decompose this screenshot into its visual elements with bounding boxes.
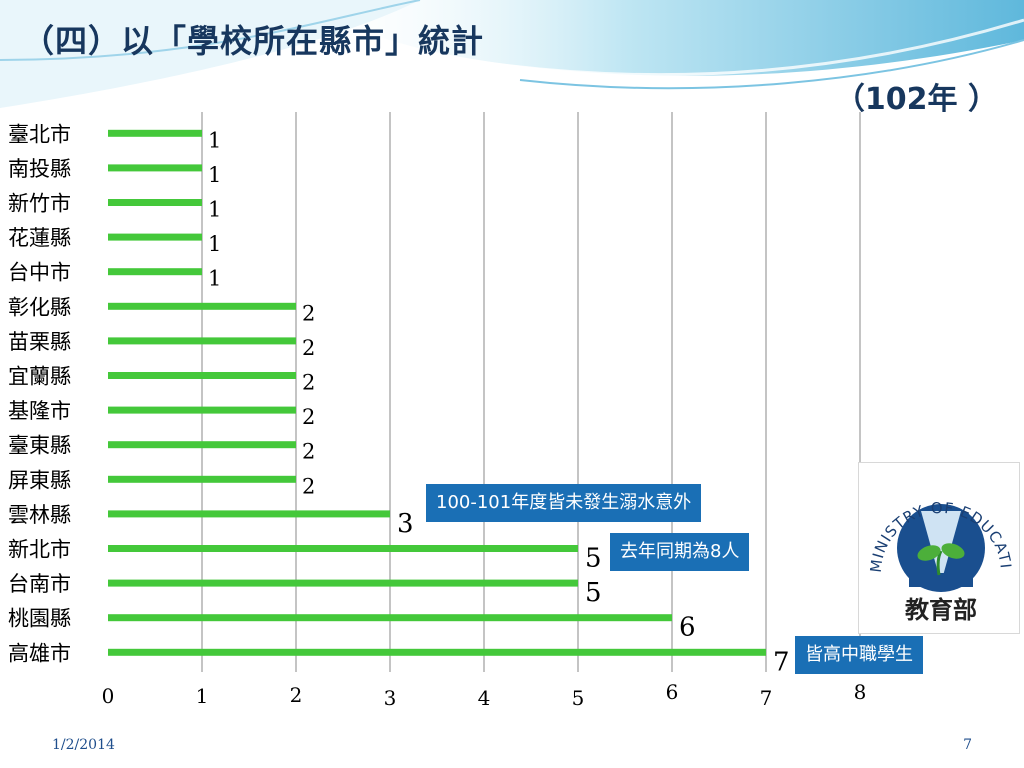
x-tick-label: 3 [384, 686, 397, 710]
x-tick-label: 1 [196, 684, 209, 708]
x-tick-label: 4 [478, 686, 491, 710]
category-label: 台南市 [8, 572, 71, 596]
category-label: 基隆市 [8, 399, 71, 423]
footer-page-number: 7 [963, 737, 972, 753]
category-label: 台中市 [8, 261, 71, 285]
data-label: 1 [208, 232, 221, 256]
category-label: 新竹市 [8, 192, 71, 216]
bar [108, 302, 296, 310]
data-label: 2 [302, 371, 315, 395]
bar [108, 337, 296, 345]
bar [108, 648, 766, 656]
slide-subtitle: （102年 ） [834, 82, 998, 117]
x-tick-label: 6 [666, 680, 679, 704]
data-label: 3 [397, 509, 414, 539]
callout-vocational-students: 皆高中職學生 [795, 636, 923, 674]
bar [108, 614, 672, 622]
header-swoosh [0, 0, 1024, 108]
category-label: 苗栗縣 [8, 330, 71, 354]
x-tick-label: 0 [102, 684, 115, 708]
category-label: 彰化縣 [8, 295, 71, 319]
ministry-of-education-logo: MINISTRY OF EDUCATION 教育部 [853, 449, 1020, 634]
data-label: 7 [773, 647, 790, 677]
data-label: 2 [302, 474, 315, 498]
category-label: 臺北市 [8, 122, 71, 146]
category-label: 新北市 [8, 538, 71, 562]
x-tick-label: 7 [760, 686, 773, 710]
data-label: 2 [302, 301, 315, 325]
category-label: 宜蘭縣 [8, 365, 71, 389]
data-label: 5 [585, 544, 602, 574]
data-label: 6 [679, 613, 696, 643]
data-label: 2 [302, 405, 315, 429]
callout-no-drowning: 100-101年度皆未發生溺水意外 [426, 484, 702, 522]
bar [108, 233, 202, 241]
bar [108, 372, 296, 379]
data-label: 2 [302, 336, 315, 360]
x-tick-label: 2 [290, 683, 303, 707]
data-label: 1 [208, 267, 221, 291]
data-label: 1 [208, 163, 221, 187]
category-label: 南投縣 [8, 157, 71, 181]
x-tick-label: 5 [572, 686, 585, 710]
bar [108, 199, 202, 206]
data-label: 1 [208, 198, 221, 222]
bar [108, 579, 578, 587]
bar [108, 129, 202, 137]
category-label: 雲林縣 [8, 503, 71, 527]
data-label: 2 [302, 440, 315, 464]
data-label: 5 [585, 578, 602, 608]
bar [108, 441, 296, 449]
category-label: 屏東縣 [8, 468, 71, 492]
category-label: 高雄市 [8, 641, 71, 665]
slide-title: （四）以「學校所在縣市」統計 [22, 22, 485, 60]
bar [108, 475, 296, 483]
bar [108, 545, 578, 552]
logo-caption: 教育部 [905, 595, 977, 624]
category-label: 桃園縣 [8, 607, 71, 631]
callout-last-year: 去年同期為8人 [610, 533, 750, 571]
category-label: 臺東縣 [8, 434, 71, 458]
footer-date: 1/2/2014 [52, 737, 115, 753]
data-label: 1 [208, 128, 221, 152]
x-tick-label: 8 [854, 680, 867, 704]
bar [108, 406, 296, 414]
bar [108, 164, 202, 172]
bar [108, 510, 390, 518]
category-label: 花蓮縣 [8, 226, 71, 250]
bar [108, 268, 202, 276]
